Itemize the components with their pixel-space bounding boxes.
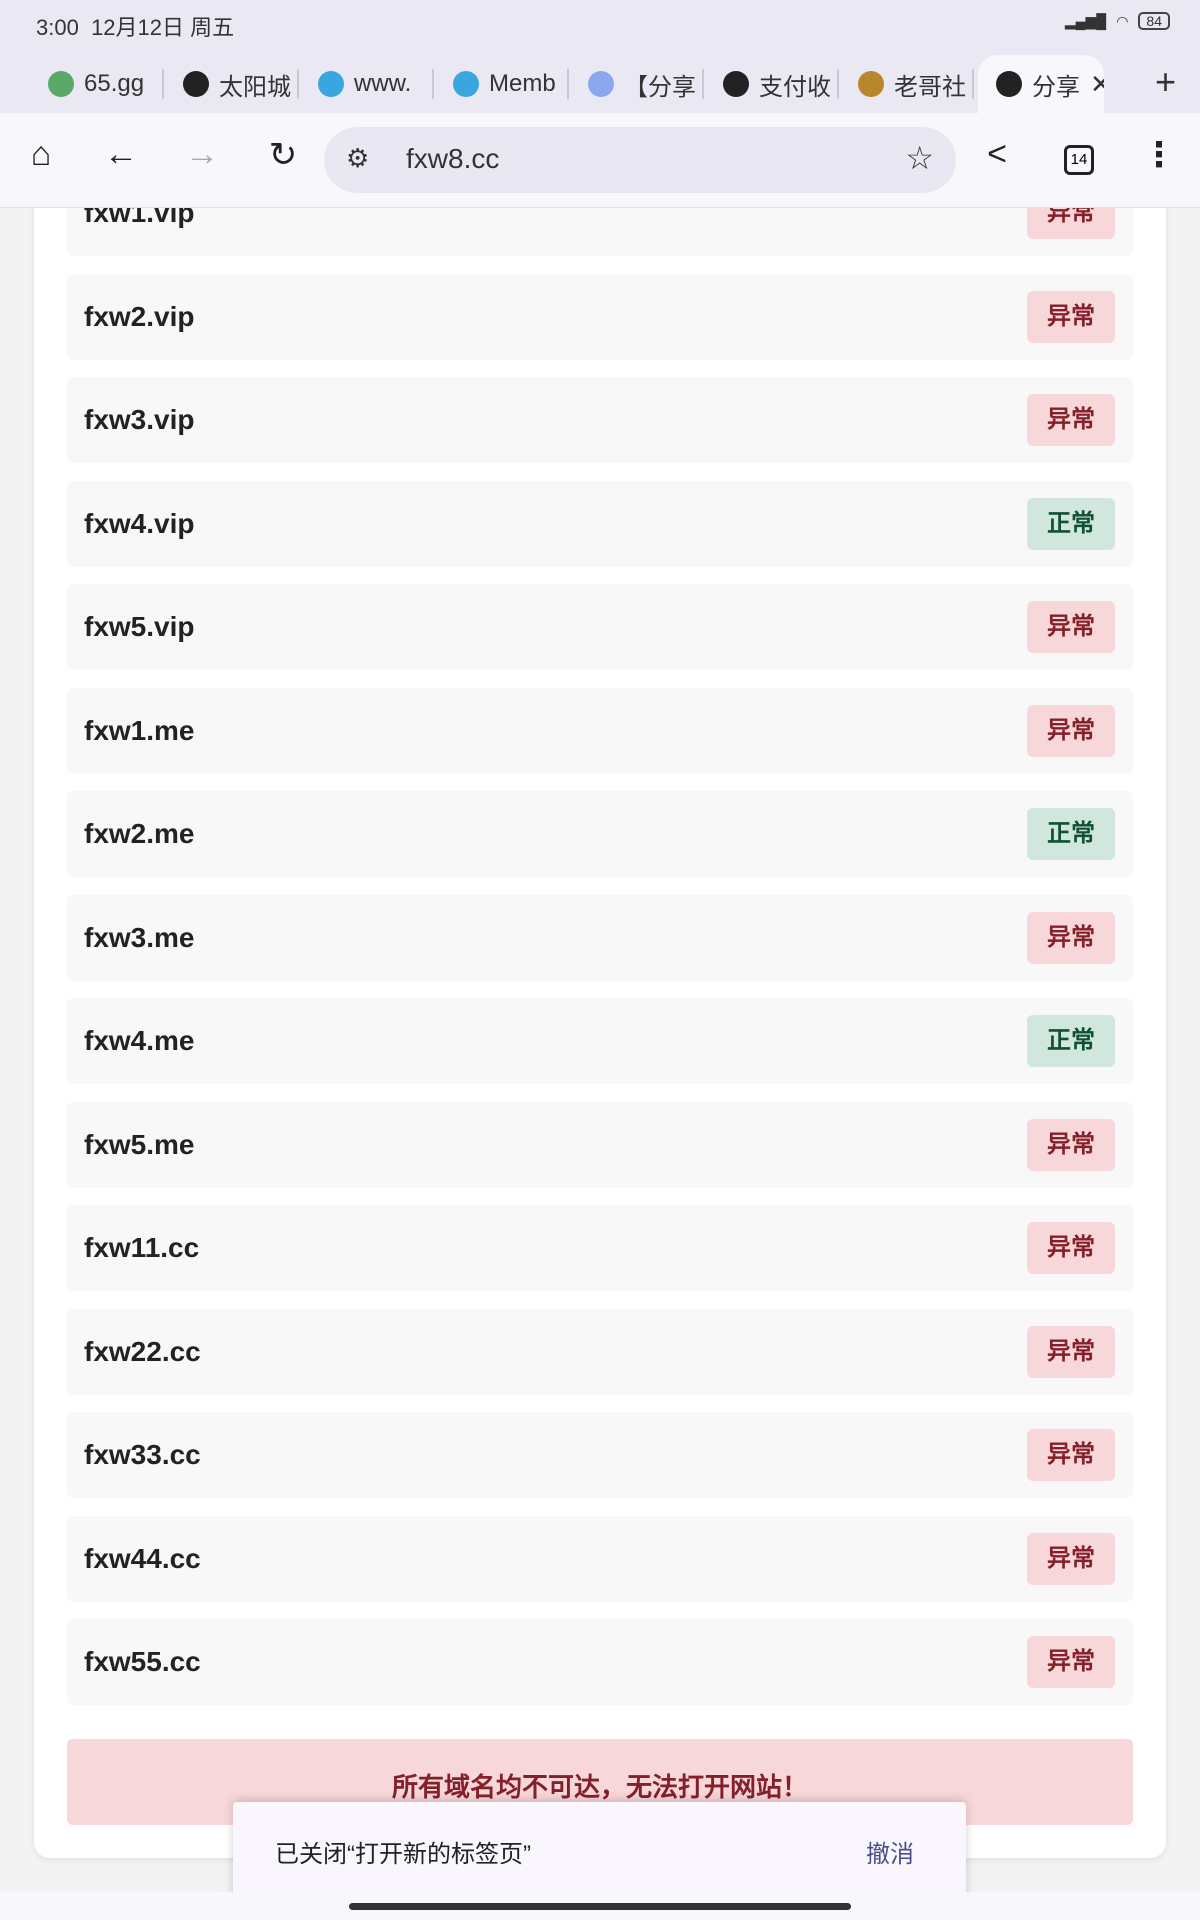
tab-title: Memb <box>489 70 556 97</box>
snackbar-message: 已关闭“打开新的标签页” <box>275 1841 531 1868</box>
forward-icon[interactable]: → <box>185 135 219 173</box>
tab-strip: + 65.gg 太阳城 www. Memb 【分享 支付收 老哥社 分享 ✕ <box>0 55 1200 113</box>
status-bar: 3:00 12月12日 周五 ▂▄▆█ ◠ 84 <box>0 0 1200 55</box>
close-tab-icon[interactable]: ✕ <box>1090 68 1104 99</box>
favicon-icon <box>723 71 749 97</box>
domain-row: fxw4.vip 正常 <box>67 480 1133 567</box>
status-badge: 异常 <box>1027 601 1115 653</box>
status-badge: 正常 <box>1027 808 1115 860</box>
domain-row: fxw2.me 正常 <box>67 791 1133 877</box>
status-badge: 异常 <box>1027 1325 1115 1378</box>
page-content: fxw1.vip 异常 fxw2.vip 异常 fxw3.vip 异常 fxw4.vip 正常… <box>0 208 1200 1892</box>
domain-row: fxw5.vip 异常 <box>67 584 1133 670</box>
browser-tab[interactable]: Memb <box>445 55 569 113</box>
date: 12月12日 周五 <box>91 15 235 40</box>
status-badge: 异常 <box>1027 1532 1115 1585</box>
status-badge: 异常 <box>1027 394 1115 446</box>
tab-title: 老哥社 <box>894 73 966 101</box>
tab-title: 65.gg <box>84 70 145 97</box>
browser-tab[interactable]: 支付收 <box>715 55 839 113</box>
domain-name: fxw4.me <box>84 1025 195 1056</box>
domain-row: fxw4.me 正常 <box>67 998 1133 1084</box>
new-tab-button[interactable]: + <box>1154 61 1176 102</box>
tab-title: www. <box>354 70 412 97</box>
share-icon[interactable]: < <box>987 135 1007 173</box>
domain-name: fxw3.me <box>84 921 195 953</box>
browser-tab[interactable]: www. <box>310 55 434 113</box>
domain-row: fxw1.me 异常 <box>67 687 1133 774</box>
url-text[interactable]: fxw8.cc <box>406 143 500 174</box>
domain-row: fxw2.vip 异常 <box>67 273 1133 360</box>
favicon-icon <box>183 71 209 97</box>
status-badge: 异常 <box>1027 1429 1115 1481</box>
site-settings-icon[interactable]: ⚙ <box>346 143 370 173</box>
reload-icon[interactable]: ↻ <box>268 136 298 174</box>
battery-icon: 84 <box>1138 12 1170 30</box>
menu-icon[interactable]: ⋮ <box>1142 136 1176 174</box>
domain-row: fxw44.cc 异常 <box>67 1515 1133 1602</box>
status-badge: 异常 <box>1027 704 1115 757</box>
favicon-icon <box>318 71 344 97</box>
home-icon[interactable]: ⌂ <box>30 135 52 173</box>
status-badge: 正常 <box>1027 497 1115 550</box>
status-badge: 异常 <box>1027 1118 1115 1171</box>
browser-toolbar: ⌂ ← → ↻ ⚙ fxw8.cc ☆ < 14 ⋮ <box>0 113 1200 208</box>
domain-row: fxw3.me 异常 <box>67 894 1133 981</box>
browser-tab[interactable]: 老哥社 <box>850 55 974 113</box>
tab-title: 太阳城 <box>219 73 291 101</box>
domain-name: fxw22.cc <box>84 1335 201 1367</box>
status-badge: 异常 <box>1027 290 1115 343</box>
browser-tab[interactable]: 65.gg <box>40 55 164 113</box>
domain-row: fxw11.cc 异常 <box>67 1205 1133 1291</box>
domain-row: fxw5.me 异常 <box>67 1101 1133 1188</box>
domain-name: fxw1.vip <box>84 208 195 228</box>
domain-name: fxw1.me <box>84 714 195 746</box>
status-badge: 异常 <box>1027 911 1115 964</box>
domain-row: fxw22.cc 异常 <box>67 1308 1133 1395</box>
address-bar[interactable]: ⚙ fxw8.cc ☆ <box>324 127 956 193</box>
clock: 3:00 <box>36 15 79 40</box>
status-badge: 异常 <box>1027 1222 1115 1274</box>
domain-name: fxw44.cc <box>84 1542 201 1574</box>
domain-name: fxw2.me <box>84 818 195 849</box>
tab-switcher-button[interactable]: 14 <box>1064 145 1094 175</box>
favicon-icon <box>48 71 74 97</box>
tab-title: 【分享 <box>624 73 696 101</box>
home-handle[interactable] <box>349 1903 851 1910</box>
domain-name: fxw5.me <box>84 1128 195 1160</box>
signal-icon: ▂▄▆█ <box>1064 12 1107 29</box>
domain-row: fxw33.cc 异常 <box>67 1412 1133 1498</box>
wifi-icon: ◠ <box>1116 12 1129 29</box>
browser-tab[interactable]: 【分享 <box>580 55 704 113</box>
domain-name: fxw5.vip <box>84 611 195 642</box>
domain-name: fxw55.cc <box>84 1646 201 1677</box>
gesture-bar <box>0 1892 1200 1920</box>
browser-tab[interactable]: 太阳城 <box>175 55 299 113</box>
domain-name: fxw4.vip <box>84 507 195 539</box>
tab-title: 支付收 <box>759 73 831 101</box>
domain-name: fxw2.vip <box>84 300 195 332</box>
domain-row: fxw1.vip 异常 <box>67 208 1133 256</box>
domain-name: fxw11.cc <box>84 1232 200 1263</box>
favicon-icon <box>996 71 1022 97</box>
status-badge: 异常 <box>1027 208 1115 239</box>
back-icon[interactable]: ← <box>104 135 138 173</box>
favicon-icon <box>453 71 479 97</box>
status-badge: 正常 <box>1027 1015 1115 1067</box>
favicon-icon <box>588 71 614 97</box>
domain-name: fxw3.vip <box>84 404 195 435</box>
tab-title: 分享 <box>1032 73 1080 101</box>
domain-row: fxw55.cc 异常 <box>67 1619 1133 1705</box>
bookmark-star-icon[interactable]: ☆ <box>905 140 934 176</box>
domain-name: fxw33.cc <box>84 1439 201 1470</box>
undo-button[interactable]: 撤消 <box>866 1841 914 1868</box>
domain-row: fxw3.vip 异常 <box>67 377 1133 463</box>
browser-tab[interactable]: 分享 ✕ <box>978 55 1104 113</box>
favicon-icon <box>858 71 884 97</box>
status-badge: 异常 <box>1027 1636 1115 1688</box>
